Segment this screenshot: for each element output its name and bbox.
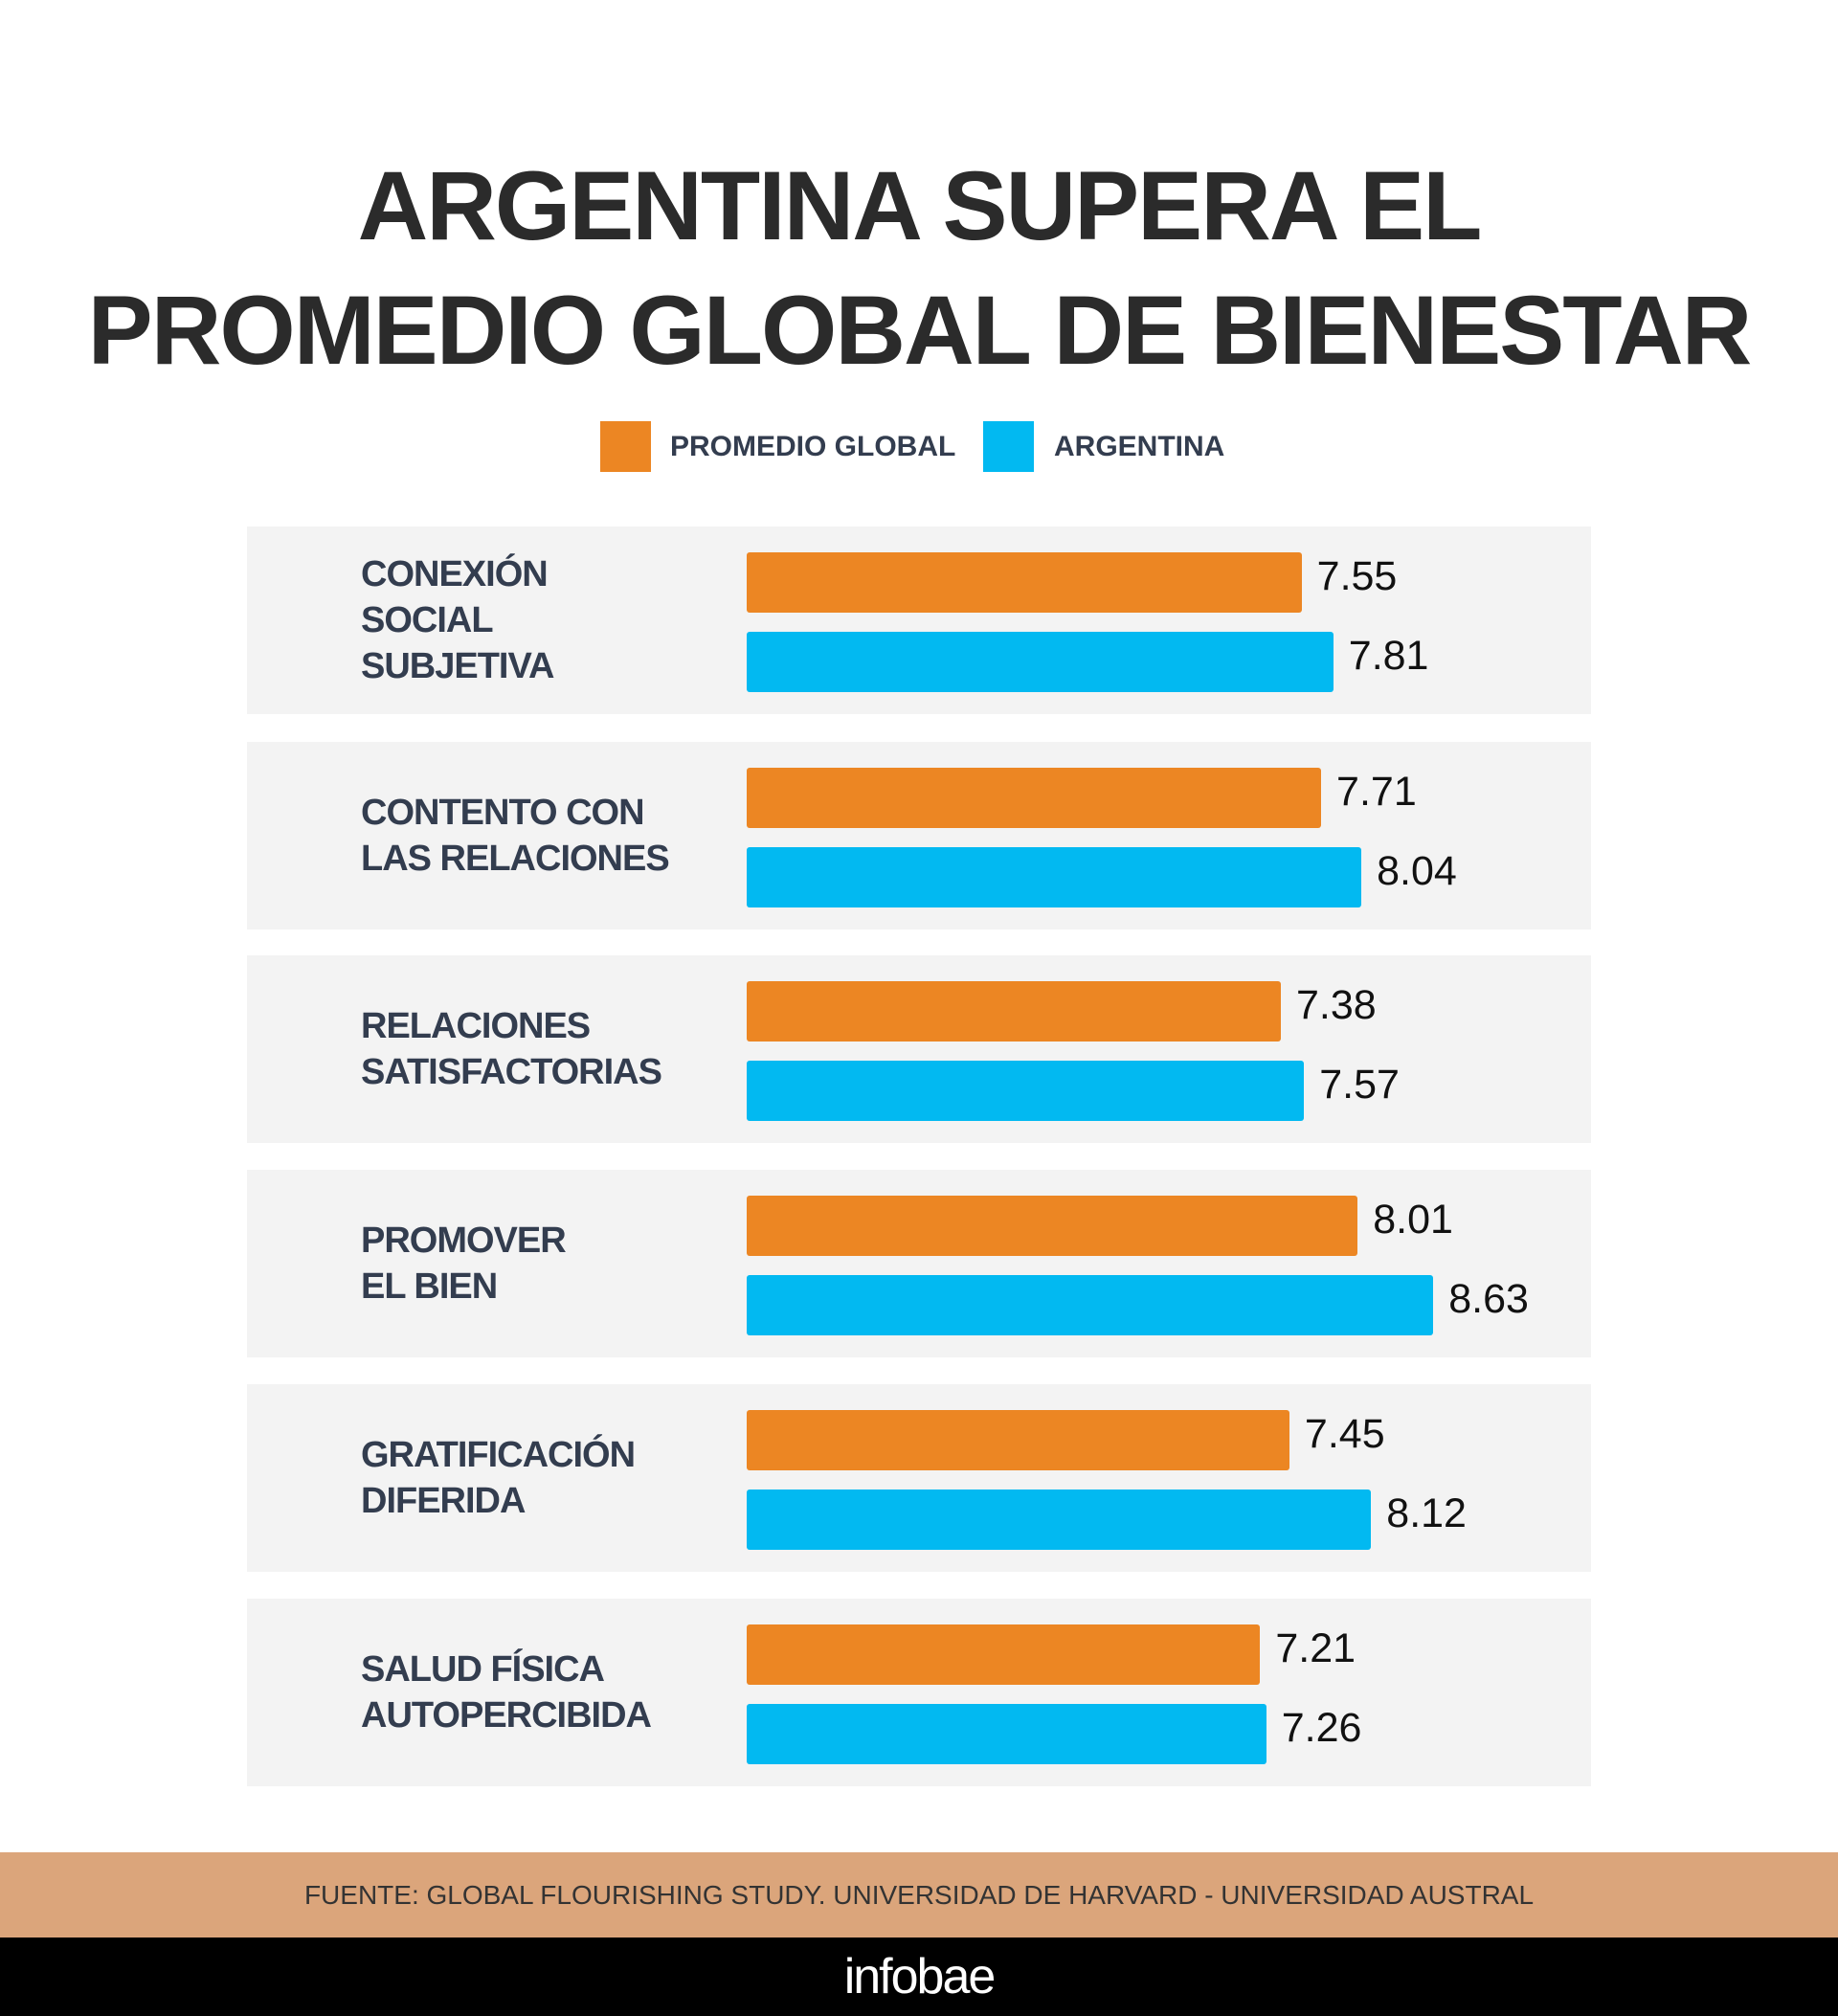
category-label-line: SALUD FÍSICA: [361, 1649, 605, 1690]
bar-promedio-global: [747, 1196, 1358, 1256]
category-label-line: CONTENTO CON: [361, 793, 645, 833]
data-label: 7.38: [1296, 982, 1377, 1028]
category-label: SALUD FÍSICA AUTOPERCIBIDA: [361, 1599, 734, 1786]
category-label-line: SOCIAL: [361, 600, 494, 640]
category-label-line: CONEXIÓN: [361, 554, 549, 594]
legend-swatch-argentina: [983, 421, 1034, 472]
category-label-line: RELACIONES: [361, 1006, 591, 1046]
data-label: 7.45: [1304, 1411, 1385, 1457]
category-label: CONTENTO CON LAS RELACIONES: [361, 742, 734, 930]
category-label: CONEXIÓN SOCIAL SUBJETIVA: [361, 526, 734, 714]
category-label-line: DIFERIDA: [361, 1481, 526, 1521]
bar-promedio-global: [747, 1624, 1261, 1685]
source-footer: FUENTE: GLOBAL FLOURISHING STUDY. UNIVER…: [0, 1852, 1838, 1938]
bar-promedio-global: [747, 981, 1281, 1042]
bar-promedio-global: [747, 768, 1322, 828]
infobae-logo: infobae: [843, 1949, 997, 2005]
category-label: PROMOVER EL BIEN: [361, 1170, 734, 1357]
bar-promedio-global: [747, 1410, 1289, 1470]
data-label: 7.21: [1275, 1625, 1356, 1671]
data-label: 7.55: [1316, 553, 1398, 599]
bar-argentina: [747, 1061, 1305, 1121]
category-label: RELACIONES SATISFACTORIAS: [361, 955, 734, 1143]
bar-argentina: [747, 847, 1362, 907]
data-label: 8.12: [1386, 1490, 1467, 1536]
legend-label-promedio-global: PROMEDIO GLOBAL: [670, 431, 956, 462]
legend-label-argentina: ARGENTINA: [1054, 431, 1225, 462]
bar-promedio-global: [747, 552, 1302, 613]
category-label-line: AUTOPERCIBIDA: [361, 1695, 652, 1736]
source-text: FUENTE: GLOBAL FLOURISHING STUDY. UNIVER…: [303, 1879, 1535, 1910]
data-label: 8.04: [1377, 848, 1457, 894]
data-label: 8.63: [1448, 1276, 1529, 1322]
chart-title-line-1: ARGENTINA SUPERA EL: [357, 151, 1483, 260]
brand-bar: infobae: [0, 1938, 1838, 2016]
category-label-line: LAS RELACIONES: [361, 839, 670, 879]
category-row: CONEXIÓN SOCIAL SUBJETIVA 7.55 7.81: [247, 526, 1591, 714]
category-label: GRATIFICACIÓN DIFERIDA: [361, 1384, 734, 1572]
bar-argentina: [747, 632, 1334, 692]
data-label: 7.57: [1319, 1062, 1400, 1108]
category-row: RELACIONES SATISFACTORIAS 7.38 7.57: [247, 955, 1591, 1143]
data-label: 7.26: [1281, 1705, 1362, 1751]
bar-argentina: [747, 1490, 1372, 1550]
category-row: SALUD FÍSICA AUTOPERCIBIDA 7.21 7.26: [247, 1599, 1591, 1786]
category-label-line: SUBJETIVA: [361, 646, 554, 686]
chart-title-line-2: PROMEDIO GLOBAL DE BIENESTAR: [87, 276, 1753, 385]
bar-argentina: [747, 1704, 1266, 1764]
category-label-line: PROMOVER: [361, 1221, 567, 1261]
data-label: 7.81: [1348, 633, 1429, 679]
category-row: PROMOVER EL BIEN 8.01 8.63: [247, 1170, 1591, 1357]
category-row: GRATIFICACIÓN DIFERIDA 7.45 8.12: [247, 1384, 1591, 1572]
data-label: 8.01: [1373, 1197, 1453, 1243]
bar-argentina: [747, 1275, 1434, 1335]
category-row: CONTENTO CON LAS RELACIONES 7.71 8.04: [247, 742, 1591, 930]
category-label-line: EL BIEN: [361, 1266, 498, 1307]
legend-swatch-promedio-global: [600, 421, 651, 472]
data-label: 7.71: [1336, 769, 1417, 815]
category-label-line: SATISFACTORIAS: [361, 1052, 662, 1092]
category-label-line: GRATIFICACIÓN: [361, 1435, 636, 1475]
